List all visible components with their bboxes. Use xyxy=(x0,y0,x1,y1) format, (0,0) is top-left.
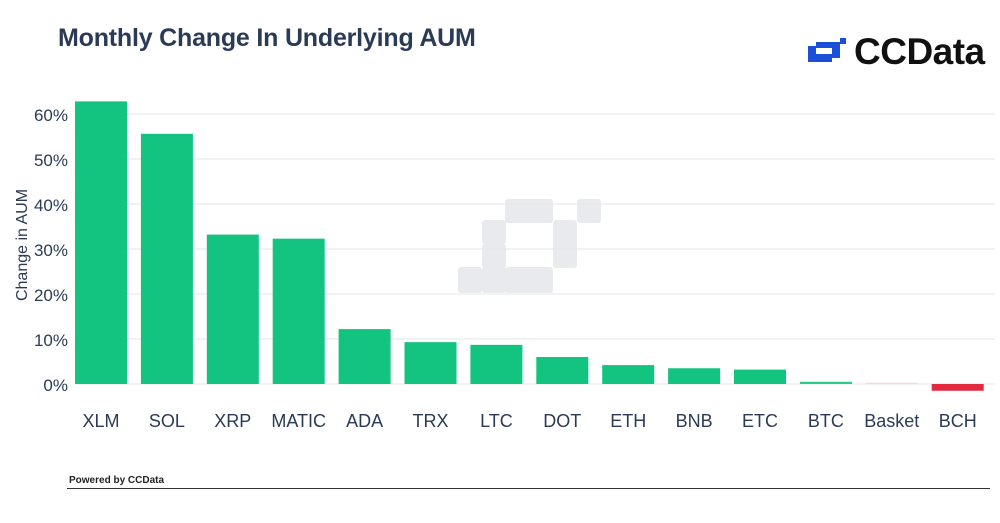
footer-text: Powered by CCData xyxy=(69,475,165,486)
bar-eth xyxy=(602,365,655,384)
bar-basket xyxy=(865,382,918,385)
y-tick-label: 60% xyxy=(34,106,68,125)
watermark-block xyxy=(458,267,482,293)
x-tick-label: TRX xyxy=(413,411,449,431)
bar-bch xyxy=(931,384,984,391)
watermark-block xyxy=(505,199,553,223)
bar-bnb xyxy=(668,368,721,384)
watermark-block xyxy=(553,220,577,268)
x-tick-label: BTC xyxy=(808,411,844,431)
y-tick-label: 30% xyxy=(34,241,68,260)
watermark-block xyxy=(577,199,601,223)
x-tick-label: BCH xyxy=(939,411,977,431)
bar-chart: 0% 10% 20% 30% 40% 50% 60% XLM SOL XRP MATIC ADA TR… xyxy=(14,101,995,431)
x-tick-labels: XLM SOL XRP MATIC ADA TRX LTC DOT ETH BNB ETC BTC Ba… xyxy=(82,411,976,431)
brand-logo: CCData xyxy=(806,31,985,72)
y-tick-label: 40% xyxy=(34,196,68,215)
watermark-block xyxy=(505,267,553,293)
x-tick-label: LTC xyxy=(480,411,513,431)
x-tick-label: SOL xyxy=(149,411,185,431)
x-tick-label: BNB xyxy=(676,411,713,431)
brand-name: CCData xyxy=(854,31,985,72)
chart-title: Monthly Change In Underlying AUM xyxy=(58,24,476,52)
y-tick-label: 20% xyxy=(34,286,68,305)
x-tick-label: ADA xyxy=(346,411,383,431)
bars xyxy=(75,101,984,391)
bar-etc xyxy=(734,369,786,384)
ccdata-logo-icon xyxy=(808,38,846,62)
bar-xlm xyxy=(75,101,127,385)
y-tick-labels: 0% 10% 20% 30% 40% 50% 60% xyxy=(34,106,68,395)
x-tick-label: MATIC xyxy=(271,411,326,431)
bar-xrp xyxy=(206,234,259,384)
x-tick-label: XLM xyxy=(82,411,119,431)
bar-ada xyxy=(338,329,391,384)
bar-btc xyxy=(799,381,852,384)
footer-divider xyxy=(67,488,990,489)
y-tick-label: 0% xyxy=(43,376,68,395)
bar-ltc xyxy=(470,344,523,384)
ccdata-logo-watermark-icon xyxy=(458,199,601,293)
bar-matic xyxy=(272,238,325,384)
y-tick-label: 50% xyxy=(34,151,68,170)
y-tick-label: 10% xyxy=(34,331,68,350)
bar-sol xyxy=(140,133,193,384)
watermark-block xyxy=(482,220,506,244)
x-tick-label: XRP xyxy=(214,411,251,431)
y-axis-label: Change in AUM xyxy=(14,189,31,301)
watermark-block xyxy=(482,244,506,268)
x-tick-label: ETC xyxy=(742,411,778,431)
x-tick-label: DOT xyxy=(543,411,581,431)
x-tick-label: ETH xyxy=(610,411,646,431)
bar-dot xyxy=(536,357,589,384)
watermark-block xyxy=(482,267,506,293)
x-tick-label: Basket xyxy=(864,411,919,431)
bar-trx xyxy=(404,342,457,384)
